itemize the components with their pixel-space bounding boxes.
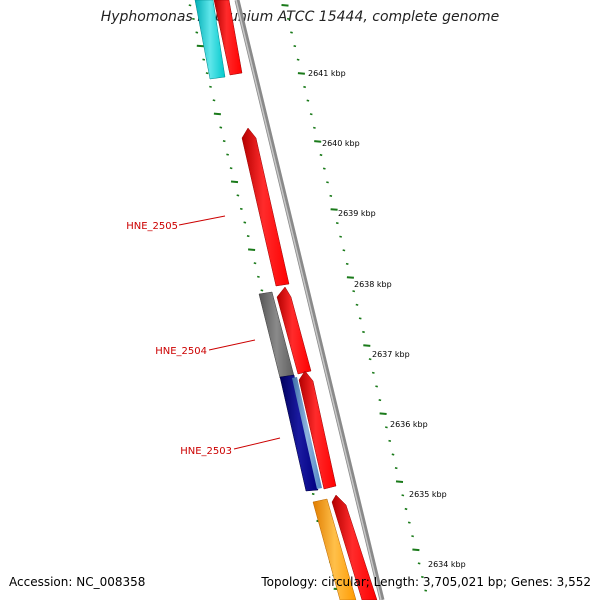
gene-hne-2504[interactable] xyxy=(276,286,312,375)
gene-label-hne-2504[interactable]: HNE_2504 xyxy=(155,346,207,357)
gene-label-hne-2505[interactable]: HNE_2505 xyxy=(126,221,178,232)
minor-tick xyxy=(236,194,240,197)
gene-label-leader-2503 xyxy=(233,437,281,450)
major-tick xyxy=(330,208,338,211)
major-tick xyxy=(297,72,305,75)
gene-label-hne-2503[interactable]: HNE_2503 xyxy=(180,446,232,457)
genome-summary-text: Topology: circular; Length: 3,705,021 bp… xyxy=(261,575,591,589)
minor-tick xyxy=(313,126,316,129)
gene-hne-2505[interactable] xyxy=(241,127,290,287)
minor-tick xyxy=(411,535,414,538)
minor-tick xyxy=(246,235,250,238)
major-tick xyxy=(230,180,239,184)
minor-tick xyxy=(296,58,300,61)
minor-tick xyxy=(401,494,405,497)
scale-label-2634: 2634 kbp xyxy=(428,560,466,569)
minor-tick xyxy=(378,399,382,402)
minor-tick xyxy=(368,358,372,361)
minor-tick xyxy=(311,492,315,496)
minor-tick xyxy=(306,99,310,102)
minor-tick xyxy=(229,167,233,170)
minor-tick xyxy=(394,467,398,470)
minor-tick xyxy=(335,222,339,225)
gene-reverse-blue[interactable] xyxy=(279,374,319,492)
genome-backbone-highlight xyxy=(235,0,382,600)
minor-tick xyxy=(375,385,378,388)
minor-tick xyxy=(257,275,260,278)
minor-tick xyxy=(352,290,356,293)
minor-tick xyxy=(319,153,323,157)
minor-tick xyxy=(326,181,329,184)
minor-tick xyxy=(192,17,195,20)
scale-label-2641: 2641 kbp xyxy=(308,69,346,78)
scale-label-2640: 2640 kbp xyxy=(322,139,360,148)
minor-tick xyxy=(339,235,342,238)
minor-tick xyxy=(286,17,290,20)
minor-tick xyxy=(342,249,346,252)
scale-label-2637: 2637 kbp xyxy=(372,350,410,359)
minor-tick xyxy=(322,167,326,170)
major-tick xyxy=(213,112,221,116)
minor-tick xyxy=(209,85,212,88)
minor-tick xyxy=(404,507,408,511)
gene-forward-bottom[interactable] xyxy=(331,494,378,600)
minor-tick xyxy=(212,99,216,102)
gene-reverse-lightblue[interactable] xyxy=(292,377,322,489)
genome-backbone xyxy=(234,0,385,600)
gene-label-leader-2505 xyxy=(178,215,226,226)
minor-tick xyxy=(243,221,247,224)
gene-label-leader-2504 xyxy=(208,339,256,351)
gene-reverse-cyan[interactable] xyxy=(194,0,226,80)
minor-tick xyxy=(391,453,395,456)
minor-tick xyxy=(222,140,226,143)
scale-label-2638: 2638 kbp xyxy=(354,280,392,289)
minor-tick xyxy=(239,207,243,210)
minor-tick xyxy=(407,521,411,524)
accession-text: Accession: NC_008358 xyxy=(9,575,146,589)
scale-label-2635: 2635 kbp xyxy=(409,490,447,499)
major-tick xyxy=(196,44,204,48)
major-tick xyxy=(314,140,322,143)
minor-tick xyxy=(290,31,293,34)
minor-tick xyxy=(417,562,421,565)
minor-tick xyxy=(205,72,209,75)
major-tick xyxy=(363,344,371,347)
scale-label-2636: 2636 kbp xyxy=(390,420,428,429)
minor-tick xyxy=(195,31,199,34)
major-tick xyxy=(379,412,387,415)
minor-tick xyxy=(303,85,306,89)
minor-tick xyxy=(345,262,349,265)
minor-tick xyxy=(260,289,264,292)
gene-hne-2503[interactable] xyxy=(298,370,337,490)
minor-tick xyxy=(219,126,223,129)
major-tick xyxy=(281,4,289,7)
scale-label-2639: 2639 kbp xyxy=(338,209,376,218)
major-tick xyxy=(412,548,420,552)
minor-tick xyxy=(424,589,428,592)
minor-tick xyxy=(202,58,206,61)
outer-scale-ticks xyxy=(281,4,428,592)
minor-tick xyxy=(385,426,388,429)
gene-reverse-orange[interactable] xyxy=(312,498,357,600)
major-tick xyxy=(346,276,354,279)
minor-tick xyxy=(293,45,297,48)
minor-tick xyxy=(362,330,365,334)
major-tick xyxy=(395,480,404,483)
minor-tick xyxy=(371,371,375,374)
minor-tick xyxy=(226,153,229,156)
minor-tick xyxy=(355,303,359,306)
minor-tick xyxy=(358,317,362,320)
minor-tick xyxy=(388,439,392,442)
minor-tick xyxy=(188,4,192,7)
minor-tick xyxy=(253,262,257,265)
minor-tick xyxy=(329,194,333,197)
minor-tick xyxy=(421,575,424,579)
major-tick xyxy=(248,248,256,251)
gene-forward-top[interactable] xyxy=(213,0,243,76)
minor-tick xyxy=(309,113,313,116)
